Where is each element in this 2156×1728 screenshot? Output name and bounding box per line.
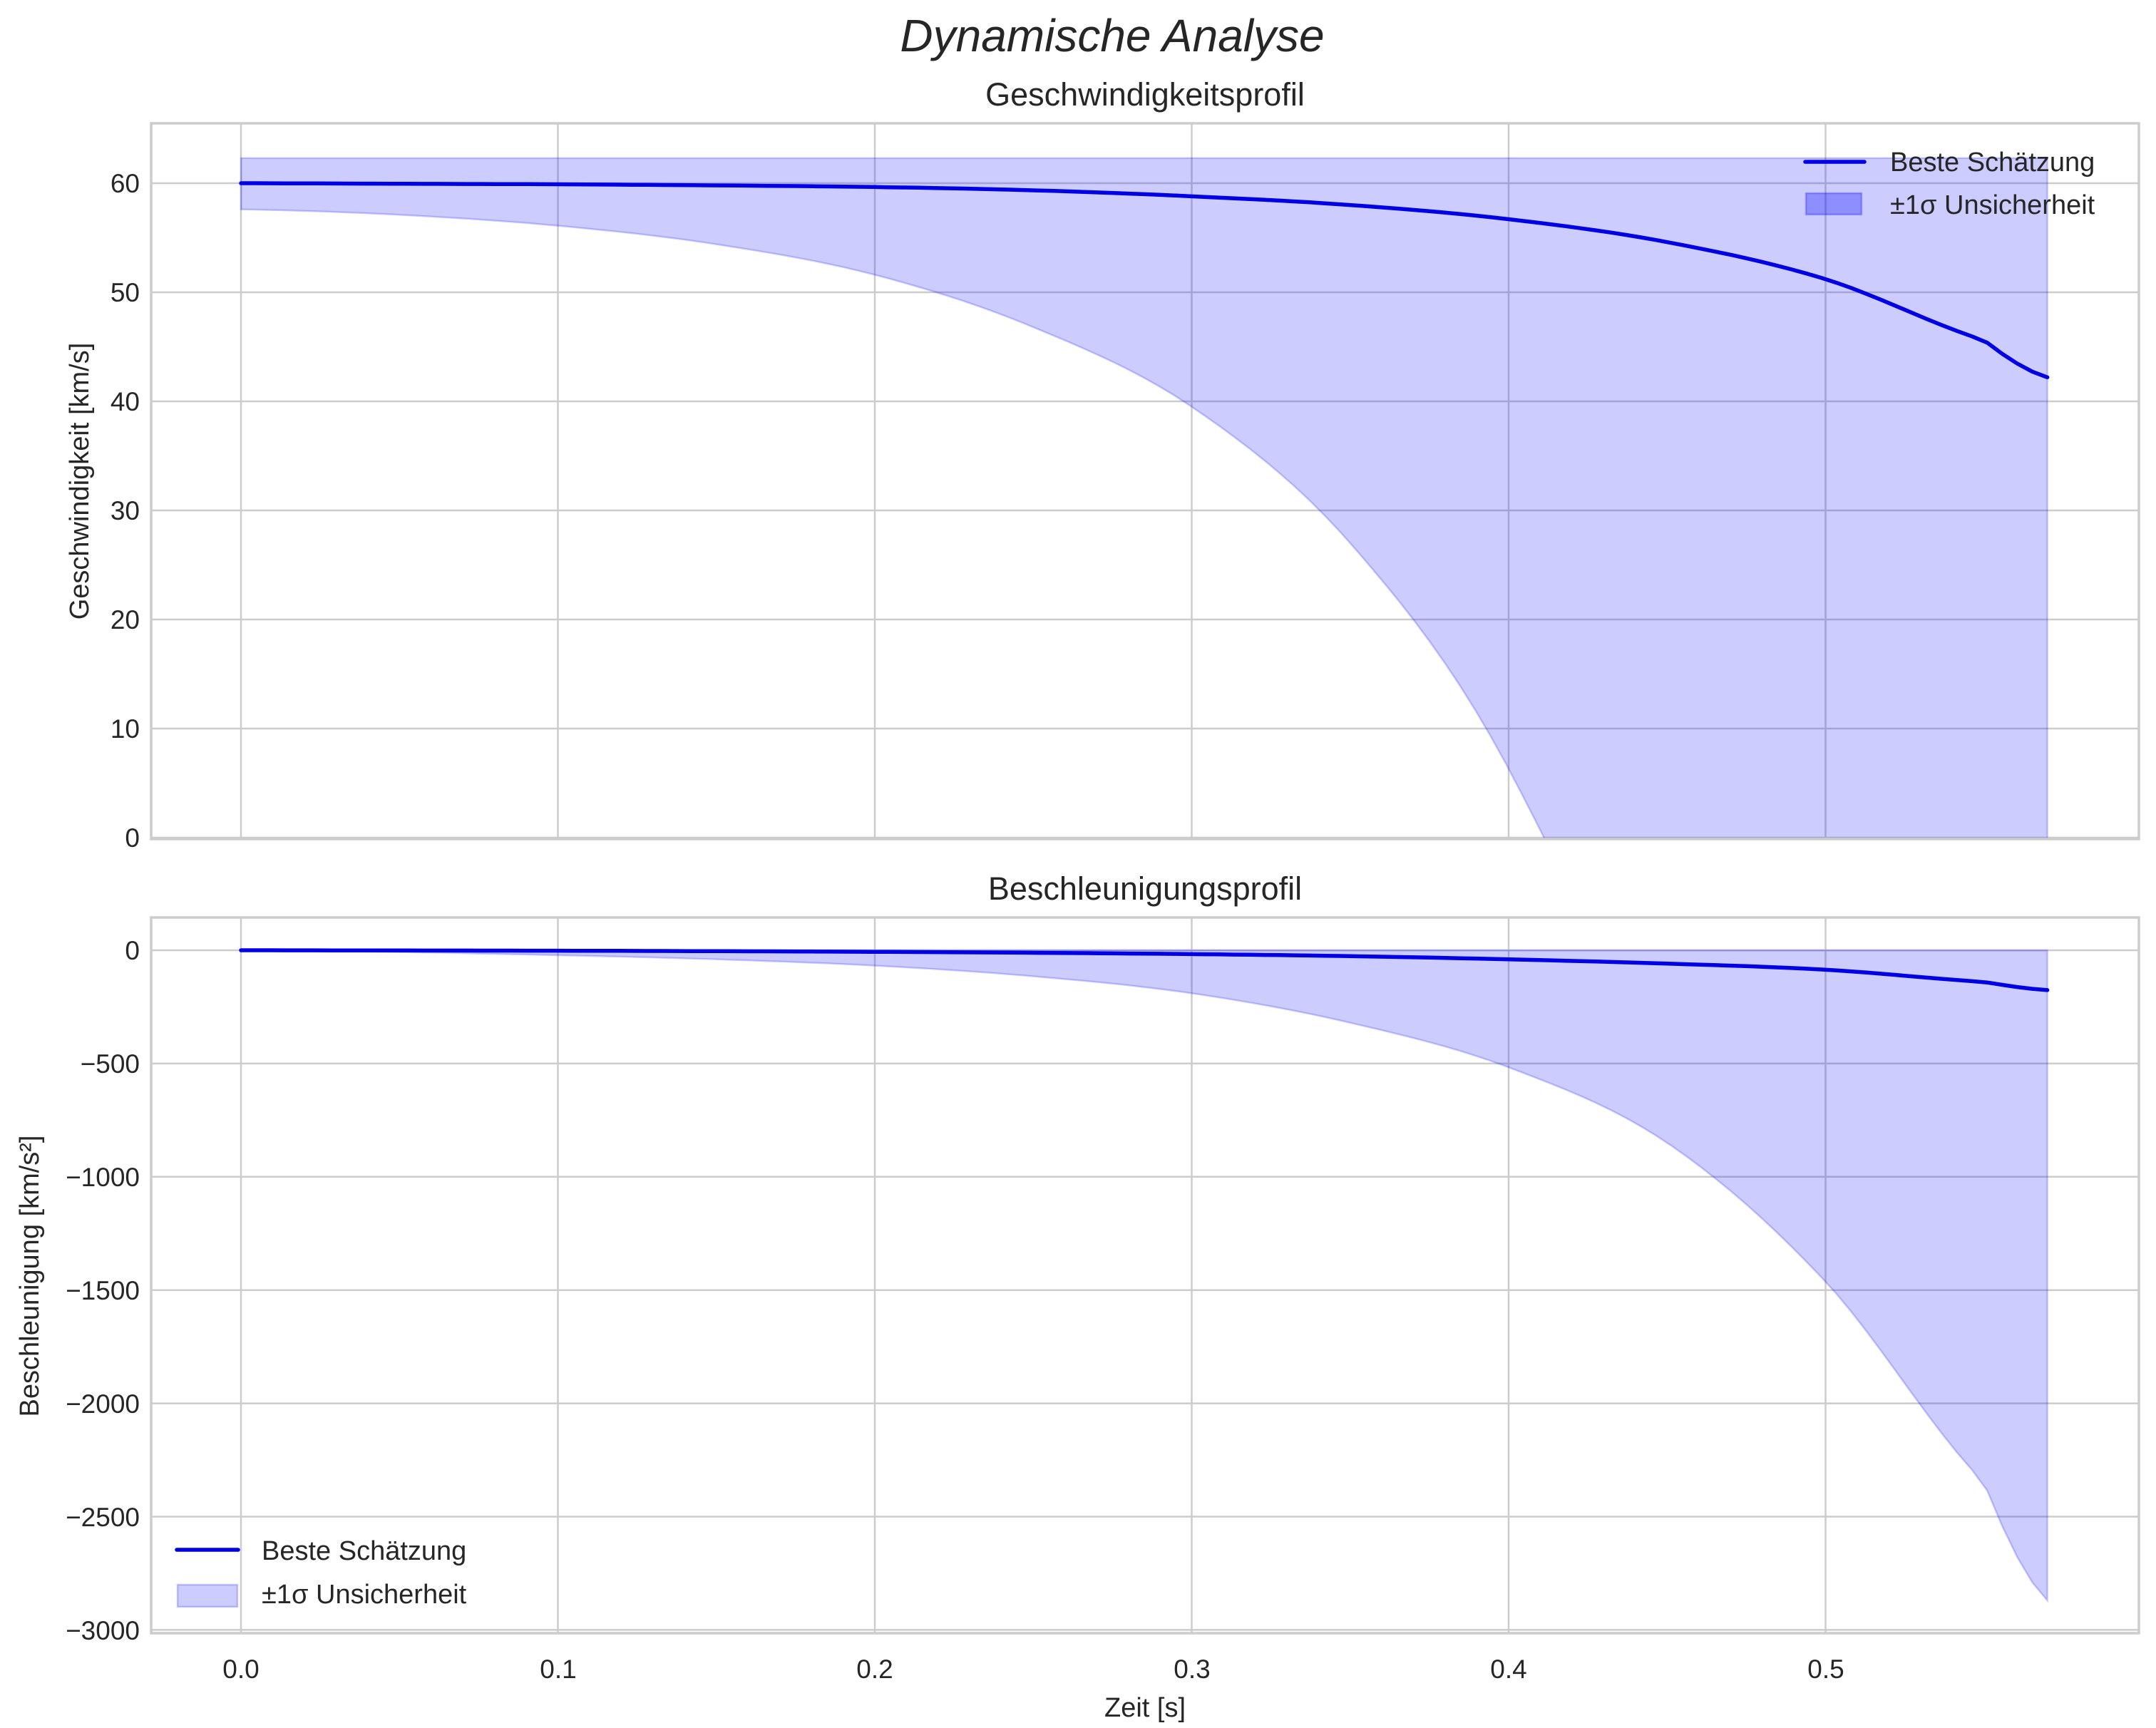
velocity-panel: Geschwindigkeitsprofil 60 50 40 30 20 10… (65, 76, 2140, 853)
velocity-best-estimate-line (239, 181, 2050, 380)
velocity-axes-frame (150, 122, 2140, 840)
acceleration-y-axis-label: Beschleunigung [km/s²] (15, 1136, 45, 1417)
x-tick-label: 0.3 (1174, 1655, 1210, 1684)
velocity-uncertainty-band (240, 157, 2048, 839)
x-tick-label: 0.4 (1490, 1655, 1526, 1684)
x-tick-label: 0.0 (222, 1655, 259, 1684)
y-tick-label: 30 (111, 496, 140, 525)
x-ticks: 0.0 0.1 0.2 0.3 0.4 0.5 (222, 1655, 1844, 1684)
acceleration-axes-frame (150, 916, 2140, 1635)
legend-band-swatch (176, 1583, 239, 1608)
y-tick-label: −2000 (66, 1389, 140, 1419)
velocity-panel-title: Geschwindigkeitsprofil (985, 76, 1305, 113)
acceleration-panel-title: Beschleunigungsprofil (988, 870, 1302, 907)
velocity-legend: Beste Schätzung ±1σ Unsicherheit (1803, 148, 2095, 220)
legend-label-best-estimate: Beste Schätzung (262, 1536, 466, 1566)
acceleration-y-ticks: 0 −500 −1000 −1500 −2000 −2500 −3000 (66, 936, 140, 1645)
y-tick-label: −1500 (66, 1276, 140, 1305)
x-tick-label: 0.1 (540, 1655, 576, 1684)
y-tick-label: 50 (111, 278, 140, 307)
x-tick-label: 0.2 (856, 1655, 893, 1684)
legend-label-best-estimate: Beste Schätzung (1890, 148, 2095, 178)
legend-label-uncertainty: ±1σ Unsicherheit (1890, 190, 2095, 220)
legend-band-swatch (1805, 192, 1863, 216)
y-tick-label: −3000 (66, 1616, 140, 1645)
x-tick-label: 0.5 (1807, 1655, 1844, 1684)
velocity-gridlines (151, 123, 2139, 839)
y-tick-label: −1000 (66, 1163, 140, 1192)
acceleration-legend: Beste Schätzung ±1σ Unsicherheit (175, 1536, 467, 1610)
y-tick-label: −2500 (66, 1503, 140, 1532)
acceleration-panel: Beschleunigungsprofil 0 −500 −1000 −1500… (15, 870, 2140, 1723)
y-tick-label: 10 (111, 714, 140, 744)
velocity-y-axis-label: Geschwindigkeit [km/s] (65, 343, 95, 620)
y-tick-label: 0 (125, 823, 140, 853)
y-tick-label: 60 (111, 169, 140, 198)
y-tick-label: 40 (111, 387, 140, 416)
y-tick-label: 20 (111, 605, 140, 634)
acceleration-best-estimate-line (239, 948, 2050, 992)
y-tick-label: −500 (81, 1049, 140, 1079)
acceleration-uncertainty-band (240, 949, 2048, 1603)
figure-suptitle: Dynamische Analyse (900, 10, 1324, 61)
y-tick-label: 0 (125, 936, 140, 965)
legend-label-uncertainty: ±1σ Unsicherheit (262, 1580, 467, 1610)
velocity-y-ticks: 60 50 40 30 20 10 0 (111, 169, 140, 853)
x-axis-label: Zeit [s] (1104, 1693, 1186, 1723)
